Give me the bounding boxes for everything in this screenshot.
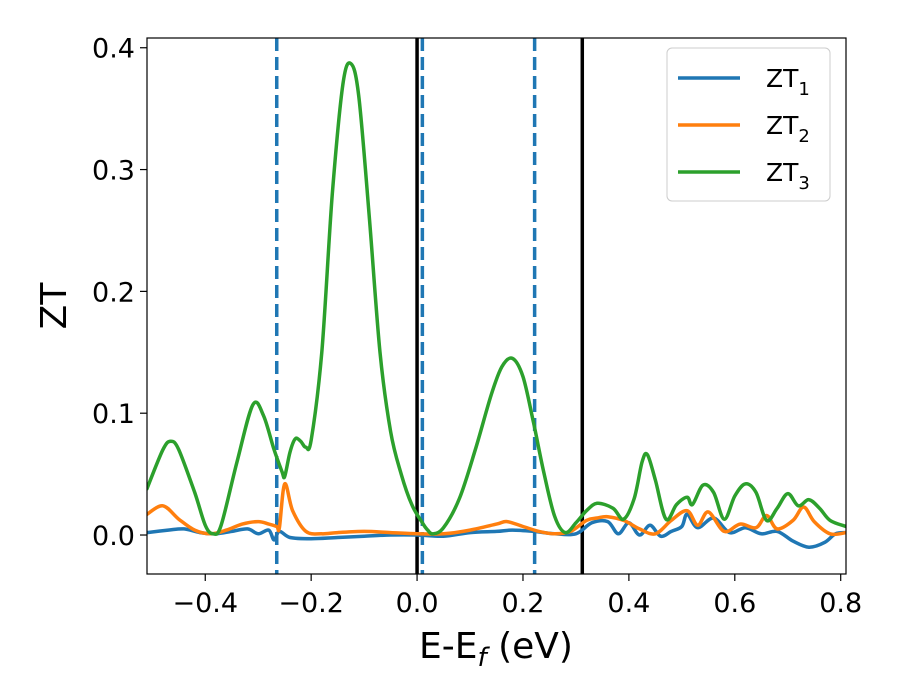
legend: ZT1 ZT2 ZT3	[666, 47, 831, 202]
y-tick-label: 0.4	[92, 34, 135, 65]
y-tick-label: 0.1	[92, 399, 135, 430]
x-tick-label: 0.0	[396, 588, 439, 619]
series-layer	[147, 61, 846, 549]
legend-label-zt1: ZT1	[766, 64, 810, 100]
legend-label-zt3: ZT3	[766, 158, 810, 194]
x-tick-label: −0.4	[172, 588, 238, 619]
x-tick-label: 0.4	[607, 588, 650, 619]
y-tick-label: 0.3	[92, 156, 135, 187]
y-tick-label: 0.0	[92, 521, 135, 552]
series-line-zt3	[147, 61, 846, 537]
legend-box	[666, 47, 831, 202]
series-line-zt2	[147, 482, 846, 537]
y-tick-label: 0.2	[92, 277, 135, 308]
vertical-reference-lines	[274, 38, 585, 574]
y-axis-ticks: 0.0 0.1 0.2 0.3 0.4	[92, 34, 147, 552]
x-tick-label: −0.2	[278, 588, 344, 619]
series-line-zt1	[147, 512, 846, 549]
x-tick-label: 0.8	[819, 588, 862, 619]
x-axis-title: E-Ef (eV)	[419, 626, 573, 673]
y-axis-title: ZT	[34, 282, 75, 330]
x-axis-ticks: −0.4 −0.2 0.0 0.2 0.4 0.6 0.8	[172, 574, 862, 619]
x-tick-label: 0.2	[502, 588, 545, 619]
plot-frame	[146, 37, 847, 575]
legend-label-zt2: ZT2	[766, 111, 810, 147]
x-tick-label: 0.6	[713, 588, 756, 619]
